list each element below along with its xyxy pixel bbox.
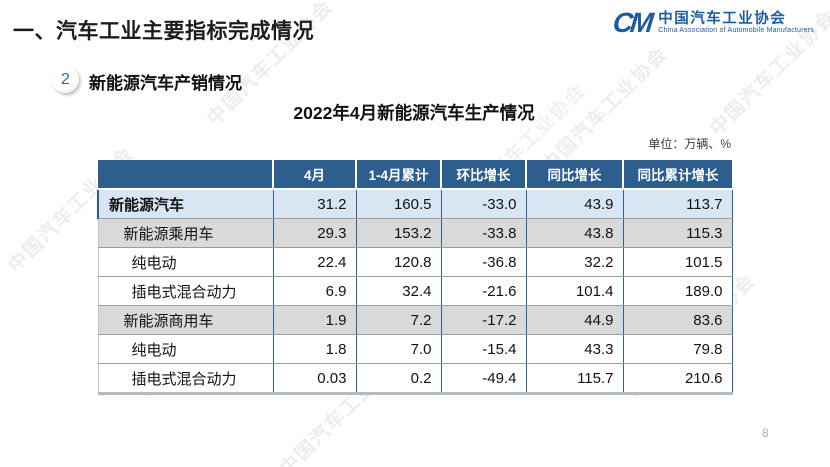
table-cell: 6.9: [273, 276, 357, 306]
row-label: 纯电动: [97, 334, 274, 364]
table-cell: 120.8: [356, 247, 442, 277]
table-cell: 153.2: [356, 218, 442, 248]
table-cell: 189.0: [623, 276, 733, 306]
table-cell: 0.2: [356, 363, 442, 395]
table-cell: 43.8: [526, 218, 624, 248]
table-cell: 22.4: [273, 247, 357, 277]
row-label: 新能源汽车: [97, 189, 274, 219]
table-cell: 113.7: [623, 189, 733, 219]
table-cell: 160.5: [356, 189, 442, 219]
table-cell: 83.6: [623, 305, 733, 335]
table-cell: 115.7: [526, 363, 624, 395]
table-body: 新能源汽车 31.2 160.5 -33.0 43.9 113.7 新能源乘用车 29.3 15…: [97, 189, 733, 395]
table-row: 新能源商用车 1.9 7.2 -17.2 44.9 83.6: [97, 305, 733, 335]
column-header: 1-4月累计: [356, 160, 442, 190]
table-cell: 29.3: [273, 218, 357, 248]
table-cell: 79.8: [623, 334, 733, 364]
table-cell: 1.8: [273, 334, 357, 364]
table-cell: -33.8: [441, 218, 527, 248]
caam-logo: CM 中国汽车工业协会 China Association of Automob…: [611, 7, 814, 38]
table-row: 纯电动 1.8 7.0 -15.4 43.3 79.8: [97, 334, 733, 364]
table-cell: 32.4: [356, 276, 442, 306]
table-cell: -21.6: [441, 276, 527, 306]
subsection-title: 新能源汽车产销情况: [89, 74, 242, 93]
table-cell: 1.9: [273, 305, 357, 335]
page-number: 8: [762, 426, 769, 440]
row-label: 插电式混合动力: [97, 276, 274, 306]
column-header: 同比累计增长: [623, 160, 732, 190]
section-title: 一、汽车工业主要指标完成情况: [13, 20, 314, 43]
table-row: 新能源乘用车 29.3 153.2 -33.8 43.8 115.3: [97, 218, 733, 248]
table-title: 2022年4月新能源汽车生产情况: [293, 103, 535, 123]
table-cell: 7.2: [356, 305, 442, 335]
table-cell: 101.5: [623, 247, 733, 277]
table-cell: -33.0: [441, 189, 527, 219]
column-header: [98, 160, 274, 190]
table-cell: 43.3: [526, 334, 624, 364]
table-header-row: 4月 1-4月累计 环比增长 同比增长 同比累计增长: [98, 160, 732, 190]
table-cell: 31.2: [273, 189, 357, 219]
row-label: 新能源商用车: [97, 305, 274, 335]
table-row: 新能源汽车 31.2 160.5 -33.0 43.9 113.7: [97, 189, 733, 219]
table-cell: 44.9: [526, 305, 624, 335]
row-label: 插电式混合动力: [97, 363, 274, 395]
table-cell: 32.2: [526, 247, 624, 277]
table-cell: -15.4: [441, 334, 527, 364]
column-header: 同比增长: [526, 160, 624, 190]
table-row: 插电式混合动力 6.9 32.4 -21.6 101.4 189.0: [97, 276, 733, 306]
caam-logo-icon: CM: [611, 7, 652, 38]
table-cell: 210.6: [623, 363, 733, 395]
column-header: 4月: [273, 160, 357, 190]
table-cell: 115.3: [623, 218, 733, 248]
table-cell: -49.4: [441, 363, 527, 395]
table-cell: 101.4: [526, 276, 624, 306]
table-cell: 43.9: [526, 189, 624, 219]
table-cell: -17.2: [441, 305, 527, 335]
table-cell: 0.03: [273, 363, 357, 395]
table-row: 插电式混合动力 0.03 0.2 -49.4 115.7 210.6: [97, 363, 733, 395]
table-cell: -36.8: [441, 247, 527, 277]
table-row: 纯电动 22.4 120.8 -36.8 32.2 101.5: [97, 247, 733, 277]
table-cell: 7.0: [356, 334, 442, 364]
section-number-badge: 2: [52, 66, 79, 93]
production-table-wrap: 4月 1-4月累计 环比增长 同比增长 同比累计增长 新能源汽车 31.2 160.5 -33…: [97, 160, 733, 395]
row-label: 纯电动: [97, 247, 274, 277]
logo-name-zh: 中国汽车工业协会: [658, 11, 787, 27]
unit-note: 单位：万辆、%: [648, 137, 731, 151]
production-table: 4月 1-4月累计 环比增长 同比增长 同比累计增长 新能源汽车 31.2 160.5 -33…: [97, 160, 733, 395]
row-label: 新能源乘用车: [97, 218, 274, 248]
logo-name-en: China Association of Automobile Manufact…: [658, 27, 814, 34]
column-header: 环比增长: [441, 160, 527, 190]
